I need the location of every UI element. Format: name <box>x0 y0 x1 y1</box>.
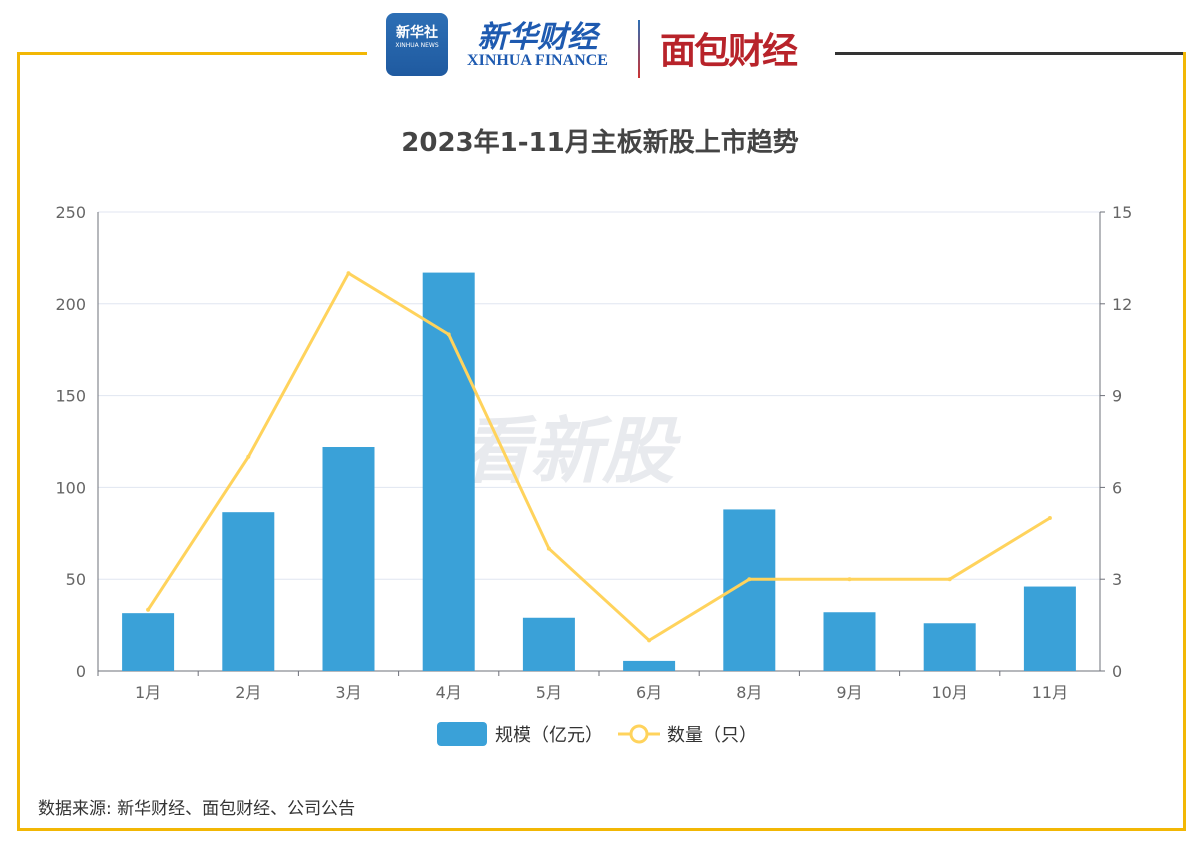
y-right-tick-label: 3 <box>1112 570 1122 589</box>
y-right-tick-label: 6 <box>1112 478 1122 497</box>
x-tick-label: 4月 <box>436 683 462 702</box>
bar <box>322 447 375 671</box>
line-point <box>146 607 151 612</box>
xinhua-news-logo: 新华社 XINHUA NEWS <box>386 13 448 76</box>
logo-divider <box>638 20 640 78</box>
x-tick-label: 1月 <box>135 683 161 702</box>
y-left-tick-label: 0 <box>76 662 86 681</box>
line-point <box>647 638 652 643</box>
bar <box>623 660 676 671</box>
x-tick-label: 10月 <box>932 683 968 702</box>
chart-title: 2023年1-11月主板新股上市趋势 <box>401 128 799 158</box>
line-point <box>546 546 551 551</box>
bar <box>422 272 475 671</box>
x-tick-label: 3月 <box>335 683 361 702</box>
count-line <box>146 271 1051 643</box>
line-point <box>446 332 451 337</box>
y-left-tick-label: 50 <box>66 570 86 589</box>
x-tick-label: 2月 <box>235 683 261 702</box>
y-right-tick-label: 15 <box>1112 203 1132 222</box>
legend-line-label: 数量（只） <box>667 725 757 746</box>
line-point <box>346 271 351 276</box>
frame-top-right-line <box>835 52 1183 55</box>
line-point <box>246 454 251 459</box>
mianbao-finance-logo: 面包财经 <box>660 31 798 72</box>
line-point <box>847 577 852 582</box>
y-right-tick-label: 9 <box>1112 387 1122 406</box>
y-left-tick-label: 250 <box>55 203 86 222</box>
watermark: 看新股 <box>458 409 675 493</box>
legend-bar-label: 规模（亿元） <box>495 725 603 746</box>
line-point <box>747 577 752 582</box>
y-left-tick-label: 200 <box>55 295 86 314</box>
x-tick-label: 8月 <box>736 683 762 702</box>
x-tick-label: 9月 <box>836 683 862 702</box>
bar <box>122 613 175 671</box>
bar <box>522 617 575 671</box>
y-right-tick-label: 0 <box>1112 662 1122 681</box>
x-tick-label: 6月 <box>636 683 662 702</box>
xinhua-finance-logo: 新华财经 XINHUA FINANCE <box>467 20 608 69</box>
chart-frame <box>17 52 1186 831</box>
y-right-tick-label: 12 <box>1112 295 1132 314</box>
y-left-tick-label: 150 <box>55 387 86 406</box>
bar <box>222 512 275 671</box>
x-tick-label: 5月 <box>536 683 562 702</box>
frame-top-left-line <box>17 52 367 55</box>
legend-line-marker <box>629 724 649 744</box>
line-point <box>1047 516 1052 520</box>
y-left-tick-label: 100 <box>55 478 86 497</box>
bar <box>823 612 876 671</box>
data-source: 数据来源: 新华财经、面包财经、公司公告 <box>38 799 356 819</box>
bar <box>923 623 976 671</box>
line-point <box>947 577 952 582</box>
legend-bar-swatch <box>437 722 487 746</box>
bar <box>1023 586 1076 671</box>
x-tick-label: 11月 <box>1032 683 1068 702</box>
